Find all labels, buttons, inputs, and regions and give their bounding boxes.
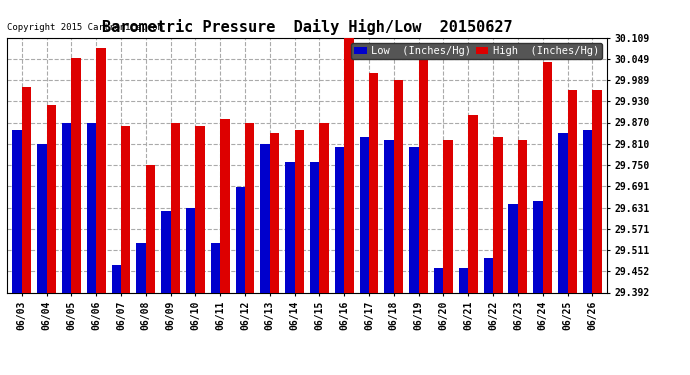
Bar <box>493 137 502 292</box>
Bar <box>295 130 304 292</box>
Bar <box>47 105 56 292</box>
Bar <box>137 243 146 292</box>
Bar <box>87 123 96 292</box>
Bar <box>583 130 592 292</box>
Bar <box>310 162 319 292</box>
Title: Barometric Pressure  Daily High/Low  20150627: Barometric Pressure Daily High/Low 20150… <box>101 19 513 35</box>
Bar <box>195 126 205 292</box>
Bar <box>285 162 295 292</box>
Bar <box>509 204 518 292</box>
Bar <box>12 130 22 292</box>
Bar <box>335 147 344 292</box>
Bar <box>459 268 469 292</box>
Bar <box>359 137 369 292</box>
Bar <box>170 123 180 292</box>
Bar <box>235 186 245 292</box>
Bar <box>558 133 567 292</box>
Bar <box>161 211 170 292</box>
Bar <box>71 58 81 292</box>
Bar <box>211 243 220 292</box>
Bar <box>394 80 403 292</box>
Bar <box>62 123 71 292</box>
Bar <box>444 140 453 292</box>
Bar <box>484 258 493 292</box>
Bar <box>409 147 419 292</box>
Bar <box>419 55 428 292</box>
Text: Copyright 2015 Cartronics.com: Copyright 2015 Cartronics.com <box>7 23 163 32</box>
Bar <box>469 116 477 292</box>
Bar <box>220 119 230 292</box>
Bar <box>22 87 31 292</box>
Bar <box>112 265 121 292</box>
Bar <box>434 268 444 292</box>
Bar <box>121 126 130 292</box>
Bar <box>245 123 255 292</box>
Bar <box>37 144 47 292</box>
Bar <box>384 140 394 292</box>
Bar <box>592 90 602 292</box>
Bar <box>260 144 270 292</box>
Bar <box>319 123 329 292</box>
Bar <box>186 208 195 292</box>
Bar <box>567 90 577 292</box>
Bar <box>543 62 552 292</box>
Bar <box>518 140 527 292</box>
Bar <box>96 48 106 292</box>
Bar <box>344 34 354 292</box>
Bar <box>369 73 379 292</box>
Bar <box>270 133 279 292</box>
Bar <box>146 165 155 292</box>
Bar <box>533 201 543 292</box>
Legend: Low  (Inches/Hg), High  (Inches/Hg): Low (Inches/Hg), High (Inches/Hg) <box>351 43 602 59</box>
